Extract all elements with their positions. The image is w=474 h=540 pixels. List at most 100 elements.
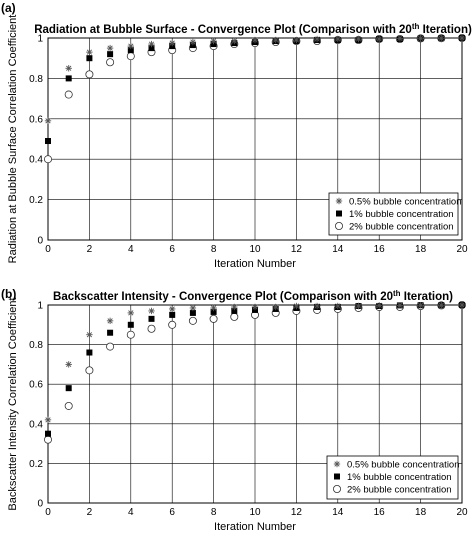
data-point-open-circle bbox=[44, 155, 53, 164]
legend-marker-asterisk bbox=[335, 197, 343, 205]
chart-title-main: Backscatter Intensity - Convergence Plot… bbox=[53, 291, 393, 303]
x-tick-label: 6 bbox=[169, 507, 175, 518]
x-tick-label: 12 bbox=[291, 507, 303, 518]
y-tick-label: 0 bbox=[37, 499, 43, 510]
data-point-asterisk bbox=[293, 302, 300, 310]
data-point-asterisk bbox=[106, 317, 114, 325]
legend-label: 0.5% bubble concentration bbox=[349, 197, 462, 208]
x-tick-label: 6 bbox=[169, 244, 175, 255]
y-tick-label: 0.4 bbox=[29, 155, 43, 166]
data-point-asterisk bbox=[458, 34, 466, 42]
x-axis-label: Iteration Number bbox=[214, 258, 296, 270]
data-point-open-circle bbox=[85, 70, 94, 79]
chart-title-end: Iteration) bbox=[401, 291, 454, 303]
series-asterisk bbox=[44, 34, 466, 125]
data-point-asterisk bbox=[458, 301, 466, 309]
data-point-filled-square bbox=[210, 308, 217, 315]
data-point-filled-square bbox=[231, 307, 238, 314]
data-point-asterisk bbox=[251, 36, 259, 44]
data-point-filled-square bbox=[45, 430, 51, 437]
data-point-asterisk bbox=[210, 304, 217, 312]
y-axis-label: Backscatter Intensity Correlation Coeffi… bbox=[7, 297, 19, 510]
x-tick-label: 10 bbox=[249, 507, 261, 518]
data-point-open-circle bbox=[126, 52, 135, 61]
x-tick-label: 0 bbox=[45, 244, 51, 255]
x-tick-label: 14 bbox=[332, 507, 344, 518]
data-point-asterisk bbox=[334, 35, 341, 43]
data-point-filled-square bbox=[107, 329, 114, 336]
chart-panel-b: (b) Backscatter Intensity - Convergence P… bbox=[1, 287, 468, 533]
y-tick-label: 0.8 bbox=[29, 340, 43, 351]
data-point-asterisk bbox=[189, 304, 197, 312]
data-point-open-circle bbox=[188, 316, 197, 325]
data-point-asterisk bbox=[355, 35, 362, 43]
y-tick-label: 1 bbox=[37, 301, 43, 312]
data-point-open-circle bbox=[64, 401, 73, 410]
data-point-asterisk bbox=[313, 302, 321, 310]
x-tick-label: 16 bbox=[374, 507, 386, 518]
x-tick-label: 8 bbox=[211, 507, 217, 518]
data-point-filled-square bbox=[86, 349, 93, 356]
chart-title-end: Iteration) bbox=[419, 24, 472, 36]
data-point-asterisk bbox=[438, 301, 445, 309]
y-tick-label: 0.8 bbox=[29, 74, 43, 85]
x-tick-label: 14 bbox=[332, 244, 344, 255]
data-point-filled-square bbox=[45, 138, 51, 145]
data-point-asterisk bbox=[251, 303, 259, 311]
data-point-open-circle bbox=[64, 90, 73, 99]
y-tick-label: 0.6 bbox=[29, 380, 43, 391]
legend-box bbox=[326, 455, 459, 500]
data-point-asterisk bbox=[65, 361, 72, 368]
data-point-asterisk bbox=[231, 303, 238, 311]
data-point-asterisk bbox=[127, 42, 134, 50]
y-axis-label: Radiation at Bubble Surface Correlation … bbox=[7, 15, 19, 264]
data-point-asterisk bbox=[376, 35, 383, 43]
data-point-asterisk bbox=[417, 35, 424, 42]
data-point-open-circle bbox=[106, 58, 115, 67]
legend-marker-filled-square bbox=[336, 210, 342, 217]
x-tick-label: 18 bbox=[415, 507, 427, 518]
data-point-asterisk bbox=[106, 44, 114, 52]
data-point-filled-square bbox=[169, 311, 176, 318]
x-tick-label: 2 bbox=[87, 507, 93, 518]
data-point-asterisk bbox=[189, 38, 197, 46]
chart-title-sup: th bbox=[393, 289, 401, 298]
y-tick-label: 0.6 bbox=[29, 114, 43, 125]
data-point-asterisk bbox=[169, 39, 176, 47]
x-tick-label: 2 bbox=[87, 244, 93, 255]
data-point-open-circle bbox=[147, 324, 156, 333]
chart-title: Radiation at Bubble Surface - Convergenc… bbox=[34, 22, 472, 36]
data-point-asterisk bbox=[355, 302, 362, 310]
data-point-filled-square bbox=[127, 321, 134, 328]
data-point-open-circle bbox=[209, 314, 218, 323]
data-point-asterisk bbox=[396, 35, 404, 42]
data-point-asterisk bbox=[272, 36, 279, 44]
data-point-filled-square bbox=[107, 51, 114, 58]
data-point-asterisk bbox=[65, 65, 72, 72]
data-point-open-circle bbox=[168, 320, 177, 329]
data-point-filled-square bbox=[65, 75, 72, 82]
legend-label: 1% bubble concentration bbox=[349, 209, 454, 220]
data-point-asterisk bbox=[313, 35, 321, 43]
data-point-asterisk bbox=[210, 37, 217, 45]
x-tick-label: 18 bbox=[415, 244, 427, 255]
data-point-asterisk bbox=[44, 117, 52, 125]
chart-title-sup: th bbox=[412, 22, 420, 31]
x-tick-label: 0 bbox=[45, 507, 51, 518]
legend-label: 0.5% bubble concentration bbox=[347, 460, 460, 471]
data-point-filled-square bbox=[189, 309, 196, 316]
chart-title-main: Radiation at Bubble Surface - Convergenc… bbox=[34, 24, 412, 36]
data-point-asterisk bbox=[293, 36, 300, 44]
panel-label: (a) bbox=[1, 1, 16, 15]
y-tick-label: 0.2 bbox=[29, 195, 43, 206]
legend-marker-open-circle bbox=[334, 221, 343, 230]
data-point-asterisk bbox=[86, 331, 93, 338]
data-point-asterisk bbox=[148, 307, 155, 315]
legend-marker-open-circle bbox=[332, 484, 341, 493]
data-point-open-circle bbox=[106, 342, 115, 351]
data-point-asterisk bbox=[438, 35, 445, 42]
x-tick-label: 20 bbox=[456, 244, 468, 255]
data-point-asterisk bbox=[334, 302, 341, 310]
x-tick-label: 20 bbox=[456, 507, 468, 518]
